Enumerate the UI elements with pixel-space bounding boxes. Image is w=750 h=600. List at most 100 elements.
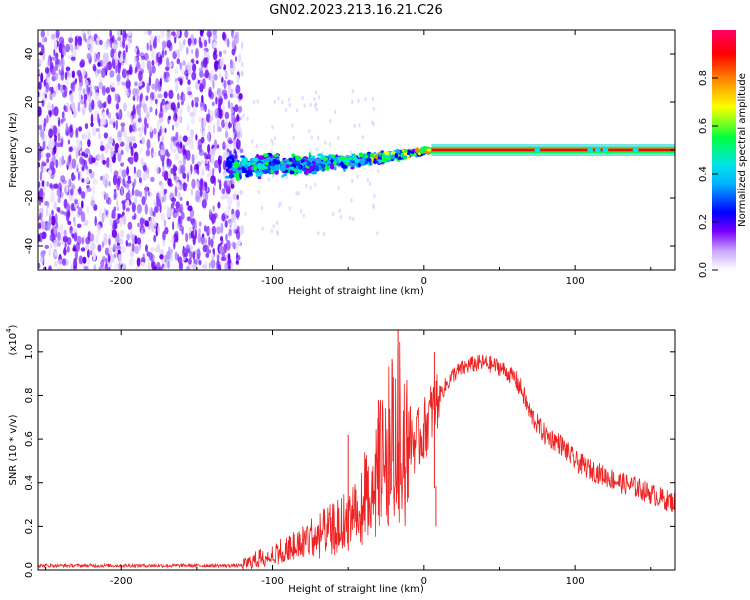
noise-speckle <box>117 254 121 260</box>
faint-speckle <box>276 220 279 226</box>
noise-speckle <box>167 260 170 269</box>
noise-speckle <box>56 188 61 197</box>
noise-speckle <box>58 36 65 45</box>
noise-speckle <box>237 105 243 113</box>
noise-speckle <box>157 119 160 130</box>
noise-speckle <box>174 153 180 161</box>
noise-speckle <box>61 258 67 266</box>
noise-speckle <box>239 189 244 196</box>
noise-speckle <box>200 159 204 164</box>
noise-speckle <box>224 130 229 139</box>
noise-speckle <box>178 116 182 123</box>
noise-speckle <box>106 42 109 49</box>
noise-speckle <box>75 127 79 139</box>
noise-speckle <box>161 98 166 106</box>
noise-speckle <box>84 153 89 158</box>
spectrogram-x-tick-label: -200 <box>110 276 133 287</box>
noise-speckle <box>109 146 114 158</box>
snr-x-label: Height of straight line (km) <box>288 584 424 595</box>
faint-speckle <box>302 213 305 218</box>
noise-speckle <box>101 212 105 223</box>
noise-speckle <box>235 259 239 265</box>
noise-speckle <box>125 207 130 212</box>
noise-speckle <box>84 123 89 130</box>
noise-speckle <box>95 128 100 132</box>
noise-speckle <box>122 263 126 269</box>
noise-speckle <box>87 95 90 102</box>
noise-speckle <box>220 195 225 200</box>
noise-speckle <box>108 267 111 270</box>
noise-speckle <box>83 265 89 270</box>
signal-blob <box>302 161 307 166</box>
noise-speckle <box>65 43 70 53</box>
noise-speckle <box>151 261 157 270</box>
noise-speckle <box>40 72 44 83</box>
noise-speckle <box>220 222 224 234</box>
noise-speckle <box>84 219 87 227</box>
noise-speckle <box>53 145 57 155</box>
noise-speckle <box>41 44 45 55</box>
noise-speckle <box>140 94 143 100</box>
noise-speckle <box>109 218 114 226</box>
noise-speckle <box>76 163 80 169</box>
noise-speckle <box>39 212 42 219</box>
noise-speckle <box>116 30 122 38</box>
noise-speckle <box>212 123 215 135</box>
noise-speckle <box>191 99 194 108</box>
faint-speckle <box>333 109 337 115</box>
noise-speckle <box>110 36 114 42</box>
noise-speckle <box>233 222 238 230</box>
noise-speckle <box>240 224 245 235</box>
noise-speckle <box>186 86 191 93</box>
noise-speckle <box>222 141 226 150</box>
faint-speckle <box>314 182 317 187</box>
noise-speckle <box>174 146 179 151</box>
snr-series-line <box>38 341 675 570</box>
noise-speckle <box>211 254 215 261</box>
noise-speckle <box>198 228 201 235</box>
noise-speckle <box>86 39 90 49</box>
noise-speckle <box>199 69 204 78</box>
noise-speckle <box>219 244 224 254</box>
noise-speckle <box>69 188 74 196</box>
faint-speckle <box>315 107 318 112</box>
noise-speckle <box>234 104 239 113</box>
noise-speckle <box>190 138 193 144</box>
signal-blob <box>243 157 248 163</box>
noise-speckle <box>172 221 175 231</box>
spectrogram-x-ticks: -200 -100 0 100 <box>45 30 652 287</box>
noise-speckle <box>61 111 65 119</box>
noise-speckle <box>144 220 150 227</box>
faint-speckle <box>295 108 299 113</box>
noise-speckle <box>121 68 127 79</box>
noise-speckle <box>128 30 132 37</box>
noise-speckle <box>82 32 87 42</box>
noise-speckle <box>121 81 126 86</box>
noise-speckle <box>152 210 155 217</box>
noise-speckle <box>99 145 105 152</box>
noise-speckle <box>117 213 120 220</box>
noise-speckle <box>198 79 203 84</box>
signal-blob <box>358 152 364 158</box>
signal-blob <box>354 158 360 164</box>
noise-speckle <box>163 91 168 99</box>
noise-speckle <box>212 205 215 212</box>
signal-blob <box>418 149 424 153</box>
noise-speckle <box>47 55 51 67</box>
noise-speckle <box>161 40 167 49</box>
noise-speckle <box>74 249 79 261</box>
noise-speckle <box>218 72 222 79</box>
noise-speckle <box>94 57 98 63</box>
noise-speckle <box>144 125 147 136</box>
signal-blob <box>297 168 303 174</box>
noise-speckle <box>182 145 186 154</box>
noise-speckle <box>175 81 179 93</box>
noise-speckle <box>74 199 78 205</box>
signal-blob <box>295 155 301 161</box>
noise-speckle <box>195 48 199 59</box>
colorbar-tick-label: 0.6 <box>698 118 709 134</box>
noise-speckle <box>137 222 140 228</box>
noise-speckle <box>188 136 191 145</box>
noise-speckle <box>175 131 179 142</box>
